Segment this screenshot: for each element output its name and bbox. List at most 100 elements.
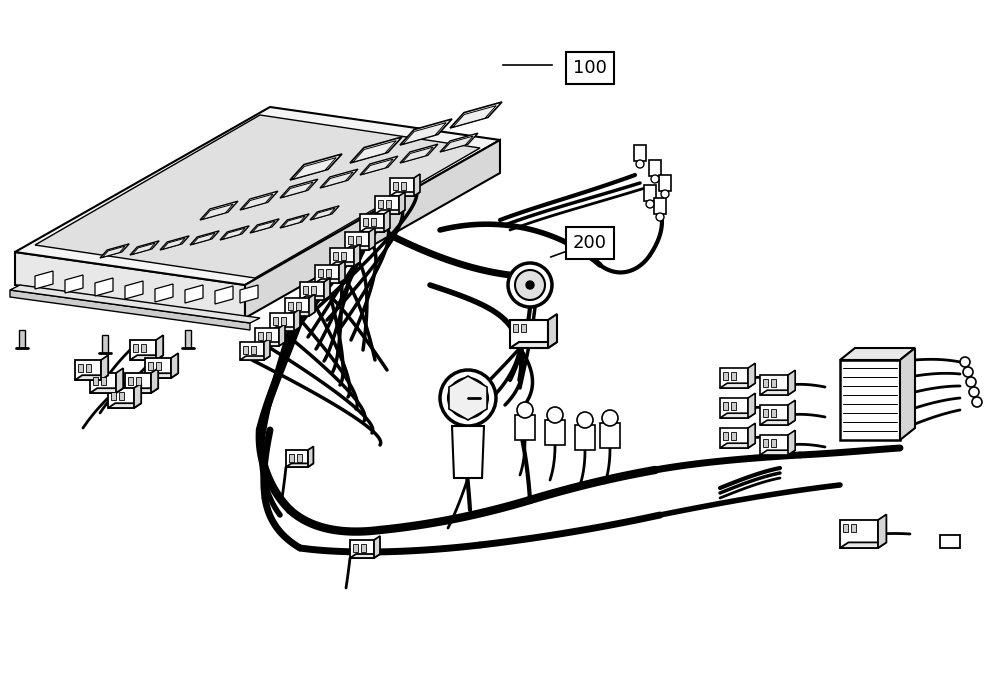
- Circle shape: [656, 213, 664, 221]
- FancyBboxPatch shape: [763, 379, 768, 387]
- Circle shape: [602, 410, 618, 426]
- Polygon shape: [374, 536, 380, 558]
- Polygon shape: [644, 185, 656, 201]
- FancyBboxPatch shape: [111, 392, 116, 400]
- Polygon shape: [748, 363, 755, 388]
- FancyBboxPatch shape: [86, 364, 91, 372]
- FancyBboxPatch shape: [371, 218, 376, 226]
- Polygon shape: [760, 375, 788, 395]
- FancyBboxPatch shape: [771, 439, 776, 447]
- Polygon shape: [360, 214, 384, 232]
- FancyBboxPatch shape: [333, 252, 338, 260]
- Polygon shape: [200, 201, 238, 220]
- Polygon shape: [300, 282, 324, 300]
- Polygon shape: [285, 298, 309, 316]
- FancyBboxPatch shape: [731, 402, 736, 410]
- Polygon shape: [384, 210, 390, 232]
- Polygon shape: [330, 248, 354, 266]
- Polygon shape: [293, 158, 336, 179]
- Polygon shape: [720, 443, 755, 448]
- Polygon shape: [283, 182, 313, 197]
- Polygon shape: [90, 373, 116, 393]
- Circle shape: [969, 387, 979, 397]
- FancyBboxPatch shape: [386, 200, 391, 208]
- Polygon shape: [108, 403, 141, 408]
- FancyBboxPatch shape: [731, 372, 736, 380]
- Polygon shape: [245, 140, 500, 318]
- Polygon shape: [748, 393, 755, 418]
- Polygon shape: [35, 271, 53, 289]
- Polygon shape: [116, 368, 123, 393]
- Polygon shape: [390, 178, 414, 196]
- Polygon shape: [10, 285, 260, 323]
- Polygon shape: [185, 285, 203, 303]
- FancyBboxPatch shape: [258, 332, 263, 340]
- Polygon shape: [155, 284, 173, 302]
- Polygon shape: [19, 330, 25, 348]
- Polygon shape: [309, 294, 315, 316]
- Polygon shape: [440, 133, 478, 152]
- Polygon shape: [575, 425, 595, 450]
- Polygon shape: [125, 373, 151, 393]
- Polygon shape: [252, 221, 275, 233]
- Circle shape: [963, 367, 973, 377]
- Polygon shape: [300, 296, 330, 300]
- FancyBboxPatch shape: [348, 236, 353, 244]
- Polygon shape: [134, 383, 141, 408]
- Polygon shape: [108, 388, 134, 408]
- Polygon shape: [330, 262, 360, 266]
- FancyBboxPatch shape: [281, 317, 286, 325]
- Polygon shape: [75, 360, 101, 380]
- FancyBboxPatch shape: [763, 409, 768, 417]
- Polygon shape: [103, 246, 125, 258]
- Polygon shape: [312, 208, 335, 219]
- Polygon shape: [760, 390, 795, 395]
- Polygon shape: [240, 191, 278, 210]
- Polygon shape: [240, 285, 258, 303]
- Polygon shape: [720, 398, 748, 418]
- Polygon shape: [286, 450, 308, 467]
- FancyBboxPatch shape: [326, 269, 331, 277]
- FancyBboxPatch shape: [289, 454, 294, 462]
- FancyBboxPatch shape: [723, 432, 728, 440]
- FancyBboxPatch shape: [141, 344, 146, 352]
- Polygon shape: [315, 279, 345, 283]
- FancyBboxPatch shape: [296, 302, 301, 310]
- Polygon shape: [202, 204, 233, 219]
- Polygon shape: [840, 348, 915, 360]
- Polygon shape: [360, 228, 390, 232]
- Polygon shape: [788, 370, 795, 395]
- Polygon shape: [760, 435, 788, 455]
- Circle shape: [517, 402, 533, 418]
- Circle shape: [651, 175, 659, 183]
- Polygon shape: [720, 368, 748, 388]
- Polygon shape: [442, 136, 473, 151]
- FancyBboxPatch shape: [771, 409, 776, 417]
- Polygon shape: [940, 535, 960, 548]
- Polygon shape: [453, 105, 496, 127]
- Polygon shape: [220, 226, 249, 240]
- Polygon shape: [151, 368, 158, 393]
- Polygon shape: [548, 314, 557, 348]
- Polygon shape: [659, 175, 671, 191]
- Polygon shape: [362, 159, 393, 174]
- Circle shape: [577, 412, 593, 428]
- FancyBboxPatch shape: [128, 377, 133, 385]
- Polygon shape: [90, 388, 123, 393]
- Polygon shape: [15, 252, 245, 318]
- FancyBboxPatch shape: [78, 364, 83, 372]
- Polygon shape: [125, 281, 143, 299]
- Polygon shape: [399, 192, 405, 214]
- Polygon shape: [788, 400, 795, 425]
- FancyBboxPatch shape: [243, 346, 248, 354]
- Polygon shape: [130, 340, 156, 360]
- FancyBboxPatch shape: [851, 524, 856, 532]
- FancyBboxPatch shape: [251, 346, 256, 354]
- FancyBboxPatch shape: [101, 377, 106, 385]
- Circle shape: [448, 378, 488, 418]
- FancyBboxPatch shape: [771, 379, 776, 387]
- Polygon shape: [102, 335, 108, 353]
- Polygon shape: [360, 156, 398, 175]
- Polygon shape: [840, 360, 900, 440]
- Circle shape: [960, 357, 970, 367]
